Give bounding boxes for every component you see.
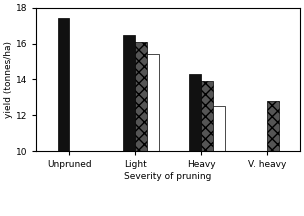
Bar bbox=[267, 101, 279, 151]
Bar bbox=[135, 42, 147, 151]
Bar bbox=[189, 74, 201, 151]
Bar bbox=[147, 54, 159, 151]
Bar bbox=[57, 18, 69, 151]
Bar bbox=[201, 81, 213, 151]
X-axis label: Severity of pruning: Severity of pruning bbox=[124, 172, 212, 181]
Bar bbox=[123, 35, 135, 151]
Y-axis label: yield (tonnes/ha): yield (tonnes/ha) bbox=[4, 41, 13, 118]
Bar bbox=[213, 106, 225, 151]
